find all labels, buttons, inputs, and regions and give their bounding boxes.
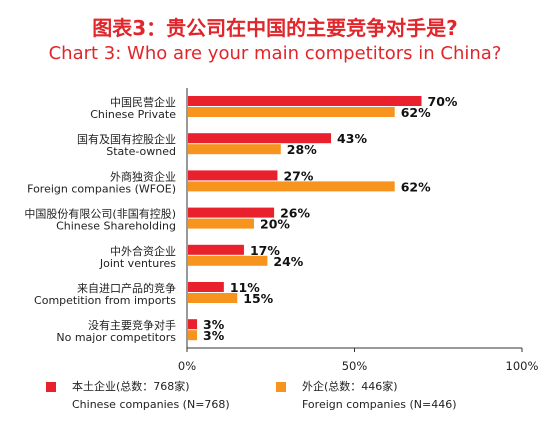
- data-label-foreign: 28%: [287, 142, 317, 157]
- bar-chinese: [188, 319, 198, 330]
- data-label-foreign: 24%: [273, 254, 303, 269]
- data-label-foreign: 62%: [401, 105, 431, 120]
- bar-foreign: [188, 218, 254, 229]
- bar-foreign: [188, 107, 395, 117]
- bar-foreign: [188, 293, 238, 303]
- category-label-cn: 没有主要竞争对手: [88, 318, 176, 332]
- category-label-en: Joint ventures: [99, 257, 176, 270]
- bar-foreign: [188, 255, 268, 266]
- data-label-chinese: 11%: [230, 280, 260, 295]
- legend-label-chinese-en: Chinese companies (N=768): [72, 398, 230, 411]
- data-label-foreign: 62%: [401, 179, 431, 194]
- data-label-foreign: 15%: [243, 291, 273, 306]
- category-label-en: No major competitors: [56, 331, 176, 344]
- chart-title-en: Chart 3: Who are your main competitors i…: [48, 43, 502, 64]
- legend-label-foreign-cn: 外企(总数：446家): [302, 380, 398, 393]
- legend-swatch-chinese: [46, 382, 56, 392]
- bar-chinese: [188, 207, 275, 218]
- legend-item-foreign: 外企(总数：446家) Foreign companies (N=446): [276, 378, 456, 414]
- bar-foreign: [188, 181, 395, 192]
- bar-chinese: [188, 133, 332, 144]
- data-label-chinese: 43%: [337, 131, 367, 146]
- bar-chinese: [188, 282, 224, 292]
- x-tick-label: 50%: [342, 359, 368, 373]
- bar-chinese: [188, 170, 278, 181]
- category-label-cn: 来自进口产品的竞争: [77, 281, 176, 295]
- category-label-en: Foreign companies (WFOE): [27, 182, 176, 195]
- legend-label-foreign-en: Foreign companies (N=446): [302, 398, 457, 411]
- chart-title-block: 图表3：贵公司在中国的主要竞争对手是? Chart 3: Who are you…: [0, 16, 550, 66]
- category-label-cn: 中外合资企业: [110, 244, 176, 258]
- data-label-foreign: 3%: [203, 328, 225, 343]
- chart-title-cn: 图表3：贵公司在中国的主要竞争对手是?: [92, 16, 458, 40]
- category-label-cn: 国有及国有控股企业: [77, 132, 176, 146]
- category-label-en: Competition from imports: [34, 294, 176, 307]
- data-label-chinese: 3%: [203, 317, 225, 332]
- x-tick-label: 100%: [506, 359, 539, 373]
- legend-swatch-foreign: [276, 382, 286, 392]
- data-label-chinese: 70%: [428, 94, 458, 109]
- data-label-chinese: 26%: [280, 206, 310, 221]
- legend-label-chinese-cn: 本土企业(总数：768家): [72, 380, 190, 393]
- category-label-en: Chinese Shareholding: [56, 220, 176, 233]
- data-label-chinese: 27%: [283, 168, 313, 183]
- category-label-en: Chinese Private: [90, 108, 176, 121]
- category-label-cn: 外商独资企业: [110, 169, 176, 183]
- bar-foreign: [188, 330, 198, 341]
- bar-chinese: [188, 244, 244, 255]
- data-label-foreign: 20%: [260, 217, 290, 232]
- data-label-chinese: 17%: [250, 243, 280, 258]
- bar-chinese: [188, 96, 422, 106]
- legend-item-chinese: 本土企业(总数：768家) Chinese companies (N=768): [46, 378, 230, 414]
- bar-foreign: [188, 144, 281, 155]
- category-label-cn: 中国民营企业: [110, 95, 176, 109]
- category-label-cn: 中国股份有限公司(非国有控股): [24, 207, 176, 221]
- x-tick-label: 0%: [178, 359, 196, 373]
- category-label-en: State-owned: [106, 145, 176, 158]
